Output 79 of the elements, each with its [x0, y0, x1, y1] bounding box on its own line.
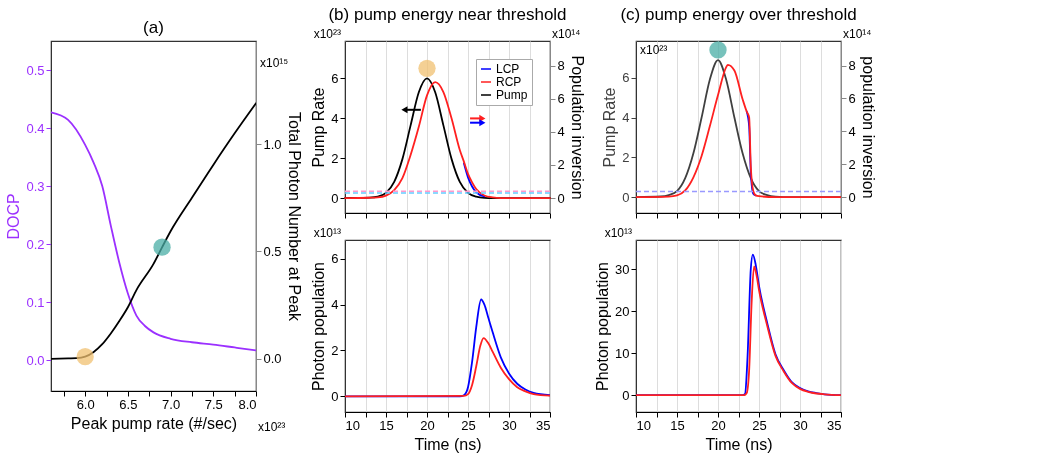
x-tick-label: 10 [345, 417, 360, 433]
x-tick-label: 20 [711, 417, 726, 433]
y2-axis-title: population inversion [859, 56, 877, 199]
y-tick-label: 0 [622, 189, 630, 205]
y2-tick-label: 8 [848, 58, 856, 73]
text: x10²³ [313, 27, 341, 41]
y-tick-label: 2 [331, 342, 339, 358]
y-axis-title: DOCP [5, 193, 23, 240]
y-tick-label: 6 [331, 251, 339, 267]
y-tick-label: 0.5 [26, 62, 45, 78]
x-tick-label: 35 [536, 417, 551, 433]
y2-tick-label: 0.5 [263, 243, 282, 259]
x-tick-label: 8.0 [238, 396, 257, 412]
x-tick-label: 15 [670, 417, 685, 433]
y2-tick-label: 2 [848, 156, 856, 172]
y-axis-title: Photon population [594, 262, 612, 391]
x-axis-title: Time (ns) [414, 435, 482, 453]
y2-axis-title: Total Photon Number at Peak [285, 111, 303, 322]
y2-tick-label: 8 [557, 58, 565, 74]
y2-tick-label: 2 [557, 157, 565, 173]
y-tick-label: 4 [622, 110, 630, 126]
x-tick-label: 25 [461, 417, 476, 433]
y2-tick-label: 6 [848, 90, 856, 106]
text: x10¹⁴ [552, 27, 581, 41]
x-tick-label: 25 [752, 417, 767, 433]
y2-tick-label: 4 [848, 123, 856, 139]
y2-axis-title: Population inversion [568, 55, 586, 200]
y2-tick-label: 6 [557, 91, 565, 107]
y-axis-title: Photon population [310, 262, 328, 391]
y2-tick-label: 0.0 [263, 351, 282, 367]
text: x10¹⁵ [260, 56, 289, 70]
chart-title: (b) pump energy near threshold [328, 5, 567, 24]
x-axis-title: Peak pump rate (#/sec) [70, 414, 238, 432]
y2-tick-label: 0 [848, 189, 856, 205]
chart-title: (c) pump energy over threshold [620, 5, 857, 24]
y-tick-label: 0.0 [26, 352, 45, 368]
y2-tick-label: 4 [557, 124, 565, 140]
x-tick-label: 6.5 [119, 396, 138, 412]
text: x10¹³ [313, 226, 341, 240]
line-series [463, 162, 486, 198]
y-axis-title: Pump Rate [601, 87, 619, 168]
x-axis-title: Time (ns) [705, 435, 773, 453]
x-tick-label: 7.0 [162, 396, 181, 412]
x-tick-label: 20 [420, 417, 435, 433]
y-tick-label: 6 [622, 70, 630, 86]
y-tick-label: 2 [331, 150, 339, 166]
x-tick-label: 30 [793, 417, 808, 433]
annotation: x10²³ [640, 43, 668, 57]
y2-tick-label: 1.0 [263, 136, 282, 152]
y-tick-label: 0 [331, 190, 339, 206]
y2-tick-label: 0 [557, 190, 565, 206]
x-tick-label: 10 [636, 417, 651, 433]
x-tick-label: 35 [827, 417, 842, 433]
y-tick-label: 0.2 [26, 236, 45, 252]
text: x10¹³ [604, 226, 632, 240]
line-series [345, 337, 550, 398]
y-tick-label: 0.3 [26, 178, 45, 194]
y-tick-label: 30 [615, 261, 630, 277]
legend-label: RCP [496, 75, 522, 89]
y-tick-label: 0 [622, 387, 630, 403]
y-tick-label: 0.4 [26, 120, 45, 136]
y-tick-label: 4 [331, 110, 339, 126]
x-tick-label: 6.0 [76, 396, 95, 412]
y-axis-title: Pump Rate [310, 87, 328, 168]
y-tick-label: 20 [615, 303, 630, 319]
legend-label: LCP [496, 62, 520, 76]
legend-label: Pump [496, 88, 528, 102]
chart-title: (a) [143, 18, 164, 37]
y-tick-label: 6 [331, 70, 339, 86]
x-tick-label: 15 [379, 417, 394, 433]
y-tick-label: 0 [331, 388, 339, 404]
y-tick-label: 4 [331, 297, 339, 313]
y-tick-label: 2 [622, 149, 630, 165]
x-tick-label: 7.5 [204, 396, 223, 412]
x-tick-label: 30 [502, 417, 517, 433]
y-tick-label: 0.1 [26, 294, 45, 310]
text: x10¹⁴ [843, 27, 872, 41]
text: x10²³ [258, 420, 286, 434]
y-tick-label: 10 [615, 345, 630, 361]
